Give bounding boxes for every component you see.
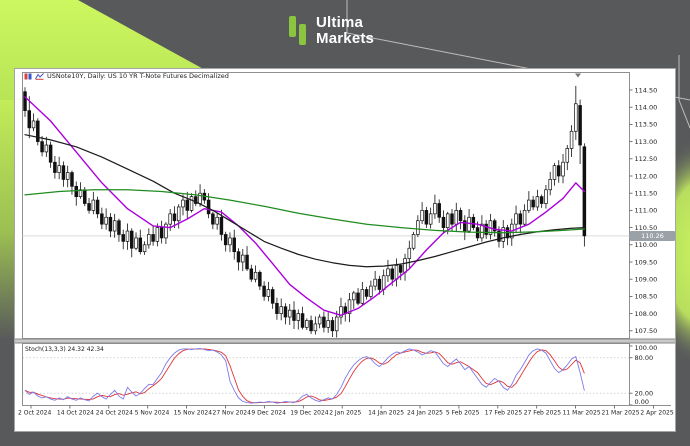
time-axis-label: 11 Mar 2025: [563, 410, 601, 417]
brand-line2: Markets: [316, 30, 375, 47]
time-axis-label: 24 Oct 2024: [96, 410, 133, 417]
current-price-tag: 110.26: [630, 231, 675, 241]
time-axis-label: 2 Apr 2025: [640, 410, 673, 417]
time-axis-label: 2 Jan 2025: [329, 410, 361, 417]
stoch-axis-label: 20.00: [635, 390, 654, 398]
brand-logo-icon: [289, 14, 308, 48]
stoch-axis-label: 0.00: [635, 398, 649, 406]
time-axis-label: 24 Jan 2025: [407, 410, 443, 417]
time-axis-label: 9 Dec 2024: [251, 410, 286, 417]
stoch-axis-label: 100.00: [635, 344, 658, 352]
ohlc-bars-icon: [24, 73, 32, 79]
indicator-chart-icon: [35, 72, 44, 80]
price-axis-label: 110.50: [635, 224, 658, 232]
stochastic-panel: [22, 347, 630, 404]
time-axis[interactable]: 2 Oct 2024 14 Oct 2024 24 Oct 2024 5 Nov 20…: [18, 405, 674, 417]
price-axis[interactable]: 114.50 114.00 113.50 113.00 112.50 112.00 111.…: [629, 86, 658, 335]
time-axis-label: 17 Feb 2025: [485, 410, 523, 417]
price-axis-label: 112.00: [635, 172, 658, 180]
price-axis-label: 111.00: [635, 207, 658, 215]
time-axis-label: 2 Oct 2024: [18, 410, 51, 417]
time-axis-label: 14 Oct 2024: [57, 410, 94, 417]
brand-line1: Ultima: [316, 14, 364, 31]
price-axis-label: 112.50: [635, 155, 658, 163]
lime-left-strip: [0, 100, 14, 340]
chart-title-row: USNote10Y, Daily: US 10 YR T-Note Future…: [24, 72, 229, 80]
time-axis-label: 14 Jan 2025: [368, 410, 404, 417]
price-axis-label: 113.00: [635, 138, 658, 146]
chart-window[interactable]: 114.50 114.00 113.50 113.00 112.50 112.00 111.…: [14, 68, 676, 432]
brand-logo: Ultima Markets: [289, 14, 374, 48]
stoch-axis[interactable]: 100.00 80.00 20.000.00: [629, 344, 658, 406]
price-axis-label: 108.50: [635, 293, 658, 301]
time-axis-label: 5 Feb 2025: [446, 410, 480, 417]
stoch-axis-label: 80.00: [635, 354, 654, 362]
stochastic-label: Stoch(13,3,3) 24.32 42.34: [25, 346, 104, 353]
price-axis-label: 109.00: [635, 276, 658, 284]
price-axis-label: 107.50: [635, 327, 658, 335]
time-axis-label: 27 Nov 2024: [213, 410, 252, 417]
brand-logo-text: Ultima Markets: [316, 15, 374, 47]
stoch-signal-line: [24, 348, 585, 404]
price-axis-label: 114.50: [635, 86, 658, 94]
time-axis-label: 5 Nov 2024: [135, 410, 170, 417]
candles: [23, 85, 587, 338]
price-axis-label: 114.00: [635, 104, 658, 112]
price-axis-label: 109.50: [635, 258, 658, 266]
chart-end-marker: [575, 73, 581, 78]
chart-title: USNote10Y, Daily: US 10 YR T-Note Future…: [47, 72, 229, 80]
price-axis-label: 111.50: [635, 190, 658, 198]
time-axis-label: 19 Dec 2024: [290, 410, 329, 417]
price-axis-label: 108.00: [635, 310, 658, 318]
time-axis-label: 21 Mar 2025: [602, 410, 640, 417]
plot-frame: [22, 72, 630, 406]
price-axis-label: 113.50: [635, 121, 658, 129]
slow-ma: [24, 189, 586, 234]
stoch-main-line: [24, 347, 585, 404]
panel-splitter[interactable]: [15, 338, 675, 344]
chart-canvas[interactable]: 114.50 114.00 113.50 113.00 112.50 112.00 111.…: [15, 69, 675, 431]
time-axis-label: 27 Feb 2025: [524, 410, 562, 417]
fast-ma: [24, 96, 586, 317]
mid-ma: [24, 134, 586, 268]
time-axis-label: 15 Nov 2024: [174, 410, 213, 417]
price-axis-label: 110.00: [635, 241, 658, 249]
